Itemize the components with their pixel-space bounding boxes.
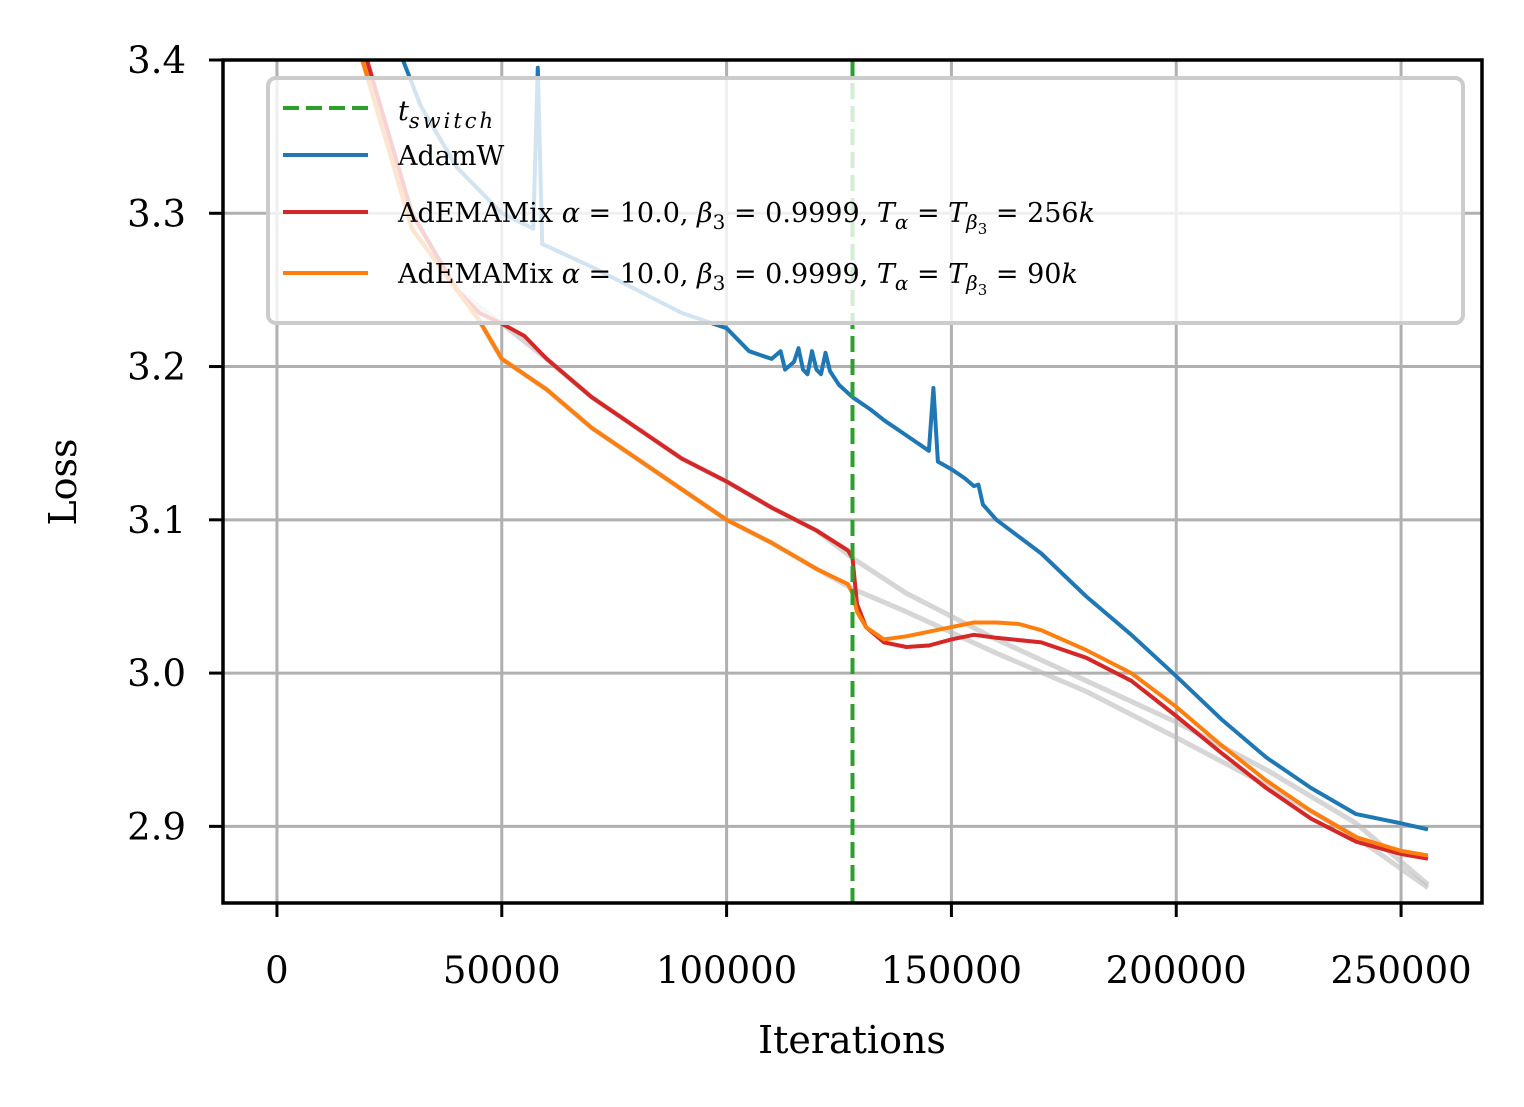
y-tick-label: 3.4 (127, 39, 186, 82)
y-tick-label: 3.3 (127, 192, 186, 235)
x-tick-label: 150000 (881, 949, 1022, 992)
x-tick-label: 250000 (1330, 949, 1471, 992)
y-tick-label: 2.9 (127, 805, 186, 848)
legend-frame (266, 76, 1465, 325)
x-axis-ticks: 0 50000 100000 150000 200000 250000 (265, 903, 1472, 992)
legend-label-adamw: AdamW (397, 141, 504, 172)
x-axis-label: Iterations (758, 1018, 946, 1062)
y-tick-label: 3.0 (127, 652, 186, 695)
x-tick-label: 50000 (443, 949, 561, 992)
x-tick-label: 0 (265, 949, 289, 992)
legend: tswitch AdamW AdEMAMix α = 10.0, β3 = 0.99… (266, 76, 1465, 325)
y-tick-label: 3.1 (127, 499, 186, 542)
y-axis-label: Loss (41, 438, 85, 525)
legend-label-t-switch: tswitch (398, 96, 496, 133)
legend-label-ademamix-90k: AdEMAMix α = 10.0, β3 = 0.9999, Tα = Tβ3… (397, 259, 1078, 299)
ademamix-90k-line (360, 60, 1429, 858)
x-tick-label: 200000 (1106, 949, 1247, 992)
y-tick-label: 3.2 (127, 346, 186, 389)
axes-frame (221, 58, 1484, 905)
x-tick-label: 100000 (656, 949, 797, 992)
legend-label-ademamix-256k: AdEMAMix α = 10.0, β3 = 0.9999, Tα = Tβ3… (397, 198, 1095, 238)
plot-border (221, 58, 1484, 905)
y-axis-ticks: 2.9 3.0 3.1 3.2 3.3 3.4 (127, 39, 223, 848)
